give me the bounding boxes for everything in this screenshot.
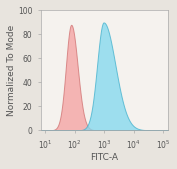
X-axis label: FITC-A: FITC-A — [90, 153, 118, 162]
Y-axis label: Normalized To Mode: Normalized To Mode — [7, 25, 16, 116]
